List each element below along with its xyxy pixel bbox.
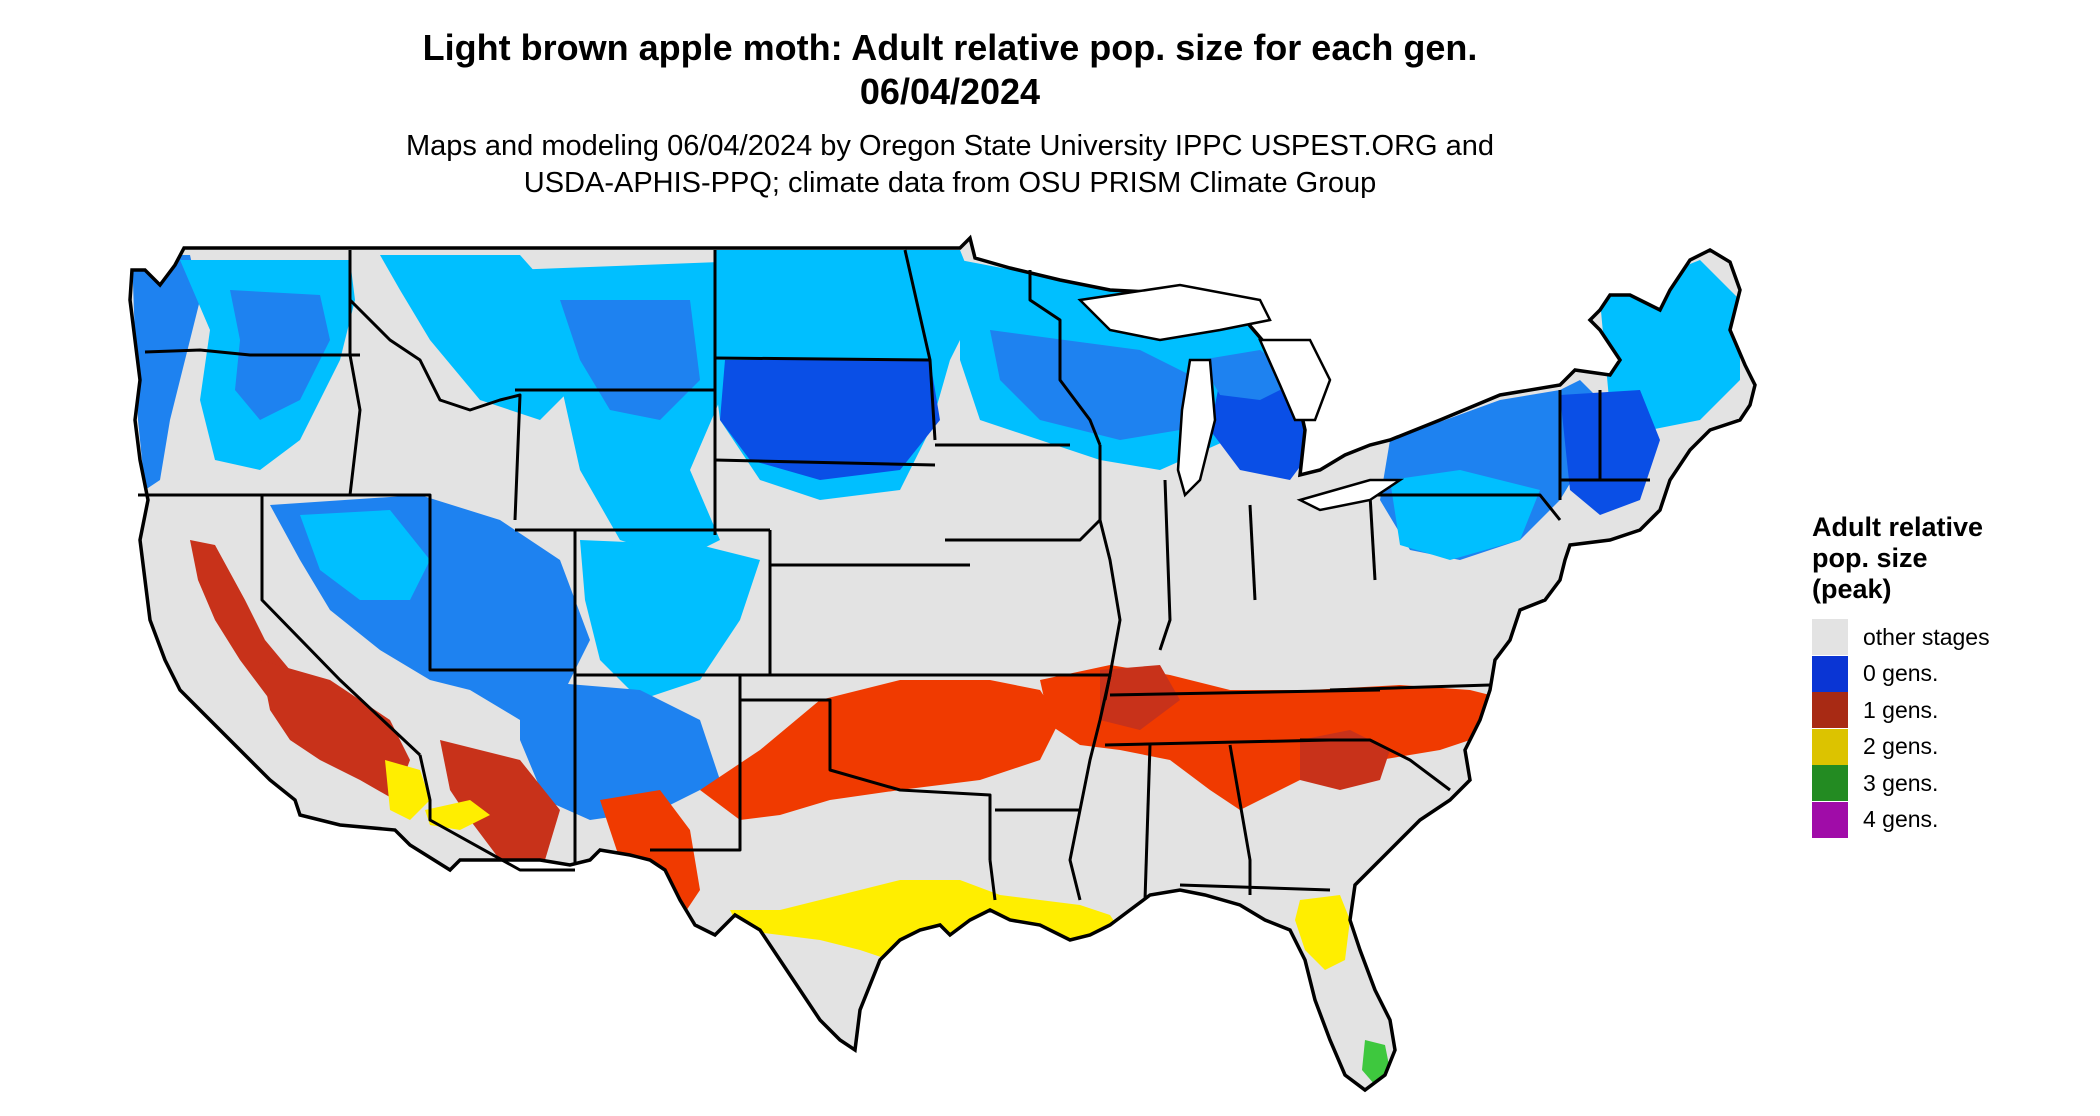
blue-region-four-corners: [520, 680, 720, 820]
legend-swatch: [1812, 655, 1848, 692]
border-il-in: [1158, 479, 1172, 651]
legend-swatch: [1812, 692, 1848, 729]
legend-label: 4 gens.: [1863, 806, 1939, 833]
legend-label: 2 gens.: [1863, 733, 1939, 760]
lake-michigan: [1176, 358, 1217, 498]
border-sd-ne: [714, 458, 936, 467]
legend-title-line3: (peak): [1812, 574, 1892, 604]
blue-region-colorado: [580, 540, 760, 700]
border-az-south: [418, 754, 575, 872]
border-ga-fl: [1179, 883, 1331, 892]
border-idaho-montana: [348, 298, 522, 521]
blue-region-dakotas-dark: [720, 360, 940, 480]
legend-title: Adult relative pop. size (peak): [1812, 512, 2072, 605]
legend-item-1-gens: 1 gens.: [1812, 692, 2072, 729]
border-in-oh: [1248, 504, 1257, 601]
blue-region-minnesota-dark: [990, 330, 1200, 440]
border-tn-south: [1104, 738, 1331, 747]
blue-region-nevada-light: [300, 510, 430, 600]
lake-erie: [1296, 478, 1405, 512]
blue-region-new-england: [1600, 260, 1740, 430]
legend-label: 0 gens.: [1863, 660, 1939, 687]
legend-item-2-gens: 2 gens.: [1812, 728, 2072, 766]
legend-item-4-gens: 4 gens.: [1812, 801, 2072, 839]
red-region-arizona: [440, 740, 560, 860]
legend-title-line1: Adult relative: [1812, 512, 1984, 542]
legend-items: other stages 0 gens. 1 gens. 2 gens. 3 g…: [1812, 619, 2072, 838]
red-region-carolinas: [1300, 730, 1390, 790]
legend-swatch: [1812, 801, 1848, 838]
border-ok-tx: [740, 698, 992, 860]
border-ia-mo: [945, 518, 1102, 542]
border-nd-sd-east: [903, 249, 937, 441]
border-wa-or: [144, 348, 360, 357]
state-boundaries: [138, 249, 1650, 901]
legend-label: other stages: [1863, 623, 1990, 650]
red-region-southern-california: [260, 660, 410, 800]
border-oh-pa: [1368, 494, 1377, 581]
map-subtitle-line2: USDA-APHIS-PPQ; climate data from OSU PR…: [523, 167, 1377, 199]
border-ca-nevada: [260, 495, 422, 757]
map-title-date: 06/04/2024: [859, 71, 1041, 112]
lake-superior: [1077, 283, 1272, 342]
generation-overlay: [132, 250, 1740, 1085]
legend-label: 1 gens.: [1863, 696, 1939, 723]
yellow-region-arizona-desert: [385, 760, 430, 820]
border-dakotas: [714, 356, 931, 362]
legend-swatch: [1812, 619, 1848, 656]
blue-region-pacific-northwest: [132, 255, 200, 490]
red-region-missouri-dark: [1100, 665, 1180, 730]
legend: Adult relative pop. size (peak) other st…: [1812, 512, 2072, 838]
border-al-ga: [1228, 744, 1252, 895]
blue-region-new-england-dark: [1560, 390, 1660, 515]
legend-item-3-gens: 3 gens.: [1812, 765, 2072, 802]
border-idaho-east: [348, 250, 362, 496]
border-nm-east: [650, 675, 742, 852]
legend-swatch: [1812, 765, 1848, 802]
border-va-nc: [1329, 683, 1491, 692]
yellow-region-florida: [1295, 895, 1350, 970]
us-landmass: [130, 238, 1755, 1090]
map-title-line1: Light brown apple moth: Adult relative p…: [422, 27, 1478, 68]
legend-swatch: [1812, 728, 1848, 765]
border-mn-wi: [1028, 270, 1102, 446]
red-region-oklahoma-arkansas: [700, 680, 1060, 820]
green-region-south-florida: [1362, 1040, 1390, 1085]
map-subtitle-line1: Maps and modeling 06/04/2024 by Oregon S…: [405, 130, 1495, 162]
border-tx-la: [988, 859, 997, 901]
border-ms-al: [1143, 744, 1152, 901]
border-mississippi-river: [1068, 445, 1122, 901]
legend-item-0-gens: 0 gens.: [1812, 655, 2072, 693]
blue-region-new-york-light: [1390, 470, 1540, 560]
yellow-region-gulf-coast: [730, 880, 1120, 965]
yellow-region-arizona-south: [425, 800, 490, 830]
border-ny-pa: [1375, 493, 1562, 521]
legend-title-line2: pop. size: [1812, 543, 1928, 573]
border-colorado: [573, 530, 772, 677]
legend-item-other-stages: other stages: [1812, 619, 2072, 656]
lake-huron: [1258, 338, 1332, 422]
legend-label: 3 gens.: [1863, 769, 1939, 796]
border-nc-sc: [1300, 738, 1451, 792]
